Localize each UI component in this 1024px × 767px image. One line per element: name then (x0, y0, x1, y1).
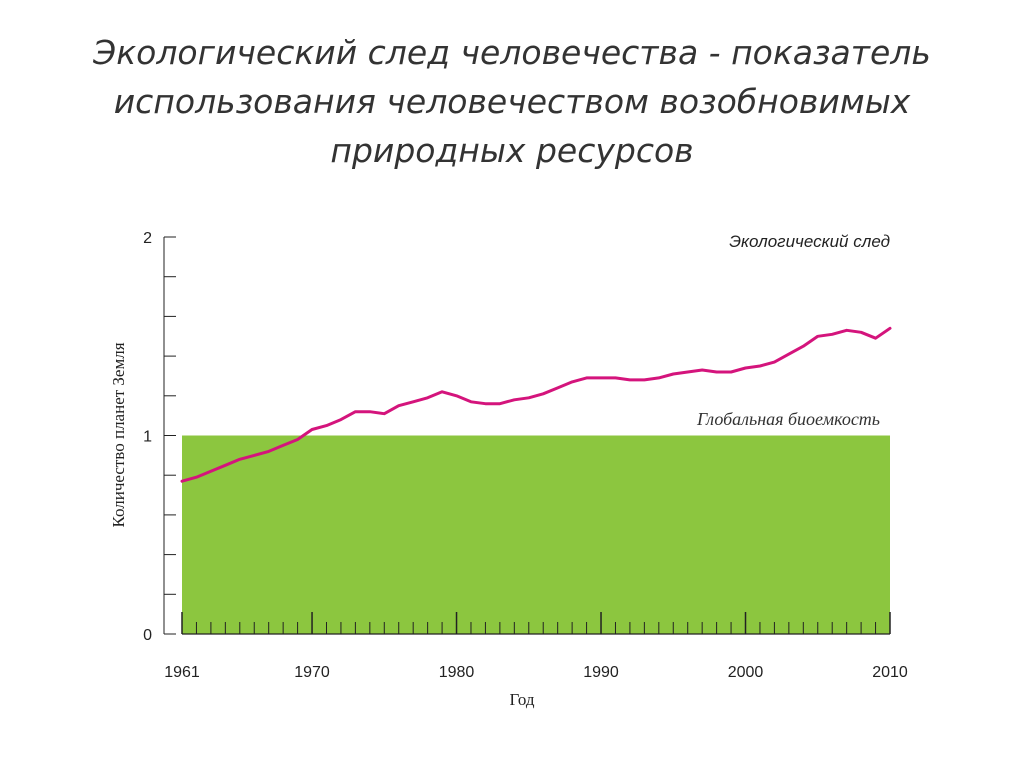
x-tick-label: 1990 (583, 664, 619, 681)
series-label-footprint: Экологический след (729, 232, 890, 251)
x-tick-label: 2000 (728, 664, 764, 681)
biocapacity-area (182, 435, 890, 634)
y-tick-label: 0 (143, 627, 152, 644)
x-axis-title: Год (510, 690, 535, 709)
x-tick-label: 1980 (439, 664, 475, 681)
x-tick-label: 2010 (872, 664, 908, 681)
biocapacity-label: Глобальная биоемкость (696, 409, 880, 429)
x-tick-label: 1961 (164, 664, 200, 681)
y-tick-label: 2 (143, 230, 152, 247)
y-tick-label: 1 (143, 429, 152, 446)
slide-title: Экологический след человечества - показа… (60, 28, 964, 175)
y-axis-title: Количество планет Земля (109, 342, 128, 527)
slide-title-line-2: использования человечеством возобновимых (113, 82, 911, 121)
footprint-series-line (180, 326, 892, 483)
slide-title-line-1: Экологический след человечества - показа… (93, 33, 931, 72)
plot-area: 0 1 2 1961 1970 1980 1990 2000 2010 (143, 230, 908, 681)
x-tick-label: 1970 (294, 664, 330, 681)
slide-title-line-3: природных ресурсов (330, 131, 694, 170)
